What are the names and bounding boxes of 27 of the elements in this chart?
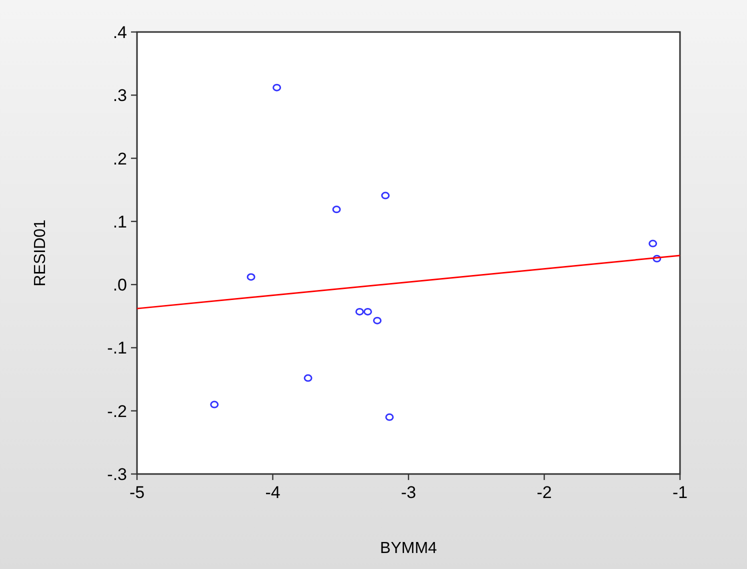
point [210, 400, 219, 408]
point [648, 240, 658, 248]
point [364, 308, 372, 316]
point [332, 206, 341, 214]
y-tick-label: -.1 [107, 338, 127, 358]
y-tick-label: -.2 [107, 402, 127, 421]
y-tick-label: -.3 [107, 465, 127, 484]
point [304, 374, 312, 382]
y-tick-label: .3 [112, 86, 127, 106]
point [272, 84, 282, 92]
point [385, 413, 394, 421]
point [355, 308, 364, 316]
point [246, 273, 256, 281]
point [373, 316, 382, 324]
x-tick-label: -4 [265, 483, 280, 502]
x-tick-label: -5 [129, 483, 145, 502]
x-tick-label: -1 [672, 483, 688, 502]
x-axis-title: BYMM4 [380, 540, 438, 557]
x-tick-label: -3 [400, 483, 416, 502]
x-tick-label: -2 [536, 483, 552, 502]
y-axis-title: RESID01 [32, 220, 49, 286]
point [381, 192, 390, 200]
y-tick-label: .1 [112, 212, 127, 232]
y-tick-label: .2 [112, 149, 127, 168]
y-tick-label: .0 [112, 276, 127, 295]
y-tick-label: .4 [112, 23, 127, 42]
point [652, 254, 662, 262]
